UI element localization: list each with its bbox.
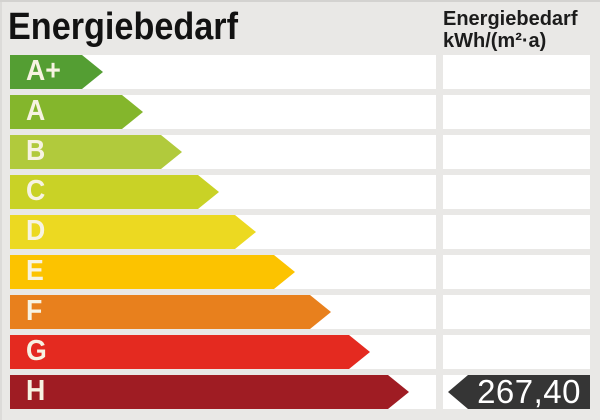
- scale-row-b: B: [0, 135, 600, 169]
- class-arrow-c: C: [10, 175, 219, 209]
- class-letter-b: B: [26, 135, 46, 167]
- scale-track-h: H: [10, 375, 436, 409]
- class-arrow-tip-f: [310, 295, 331, 329]
- class-arrow-b: B: [10, 135, 182, 169]
- scale-row-f: F: [0, 295, 600, 329]
- scale-track-a: A: [10, 95, 436, 129]
- class-arrow-h: H: [10, 375, 409, 409]
- scale-track-e: E: [10, 255, 436, 289]
- class-letter-h: H: [26, 375, 46, 407]
- class-letter-a-plus: A+: [26, 55, 61, 87]
- class-letter-d: D: [26, 215, 46, 247]
- value-cell-a: [443, 95, 590, 129]
- class-arrow-a: A: [10, 95, 143, 129]
- class-arrow-d: D: [10, 215, 256, 249]
- class-arrow-tip-c: [198, 175, 219, 209]
- class-arrow-tip-a: [122, 95, 143, 129]
- value-cell-e: [443, 255, 590, 289]
- class-arrow-f: F: [10, 295, 331, 329]
- class-letter-a: A: [26, 95, 46, 127]
- class-arrow-tip-g: [349, 335, 370, 369]
- scale-track-a-plus: A+: [10, 55, 436, 89]
- class-arrow-tip-a-plus: [82, 55, 103, 89]
- class-letter-c: C: [26, 175, 46, 207]
- value-cell-f: [443, 295, 590, 329]
- value-cell-h: 267,40: [443, 375, 590, 409]
- class-letter-g: G: [26, 335, 47, 367]
- value-arrow: 267,40: [448, 375, 590, 409]
- value-cell-b: [443, 135, 590, 169]
- unit-header: Energiebedarf kWh/(m²·a): [443, 8, 577, 52]
- value-cell-a-plus: [443, 55, 590, 89]
- class-arrow-tip-b: [161, 135, 182, 169]
- value-cell-g: [443, 335, 590, 369]
- class-arrow-g: G: [10, 335, 370, 369]
- class-arrow-a-plus: A+: [10, 55, 103, 89]
- class-letter-e: E: [26, 255, 44, 287]
- scale-row-h: H 267,40: [0, 375, 600, 409]
- value-arrow-tip: [448, 375, 468, 409]
- value-cell-c: [443, 175, 590, 209]
- page-title: Energiebedarf: [8, 6, 238, 48]
- class-letter-f: F: [26, 295, 43, 327]
- scale-row-c: C: [0, 175, 600, 209]
- unit-header-metric: Energiebedarf: [443, 8, 578, 30]
- scale-track-d: D: [10, 215, 436, 249]
- unit-header-unit: kWh/(m²·a): [443, 30, 547, 52]
- class-arrow-e: E: [10, 255, 295, 289]
- class-arrow-tip-d: [235, 215, 256, 249]
- scale-track-b: B: [10, 135, 436, 169]
- scale-row-e: E: [0, 255, 600, 289]
- scale-row-a-plus: A+: [0, 55, 600, 89]
- scale-row-a: A: [0, 95, 600, 129]
- scale-row-d: D: [0, 215, 600, 249]
- scale-track-c: C: [10, 175, 436, 209]
- scale-row-g: G: [0, 335, 600, 369]
- class-arrow-tip-e: [274, 255, 295, 289]
- class-arrow-tip-h: [388, 375, 409, 409]
- scale-track-g: G: [10, 335, 436, 369]
- value-cell-d: [443, 215, 590, 249]
- scale-track-f: F: [10, 295, 436, 329]
